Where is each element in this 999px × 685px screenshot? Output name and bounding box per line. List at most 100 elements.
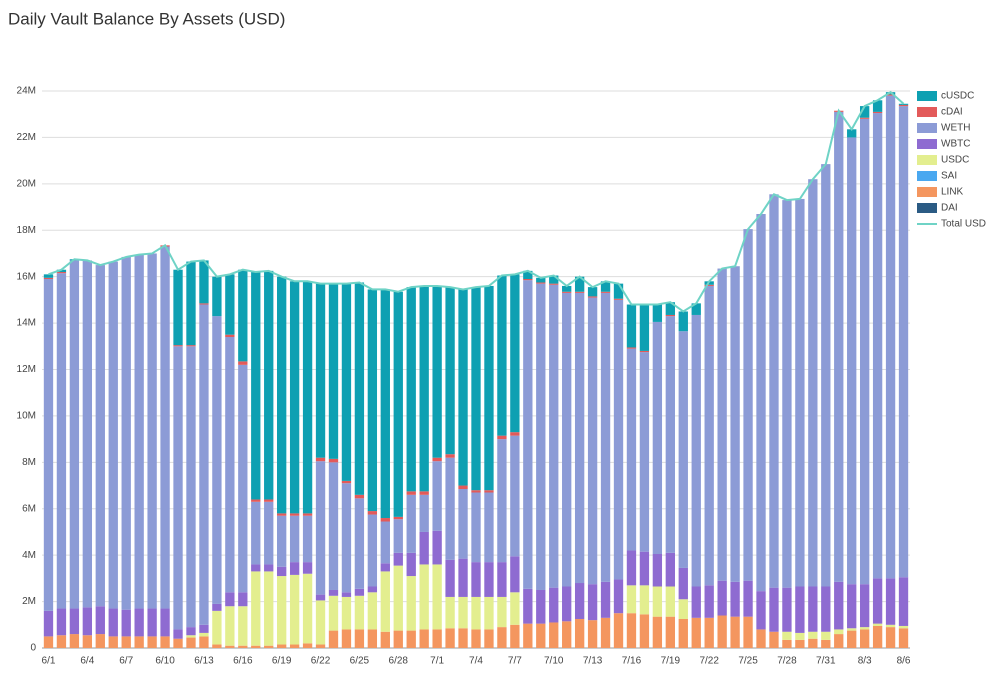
bar-segment [821,164,831,587]
bar-segment [354,282,365,495]
bar-segment [277,515,287,567]
x-tick-label: 7/19 [661,656,681,667]
legend-label: WETH [941,123,970,134]
bar-segment [147,636,157,648]
x-tick-label: 6/25 [350,656,370,667]
x-tick-label: 6/19 [272,656,292,667]
bar-segment [121,256,131,610]
legend-label: cUSDC [941,91,974,102]
bar-segment [302,562,313,574]
bar-segment [678,567,688,600]
bar-segment [238,269,248,362]
bar-segment [302,281,313,514]
bar-segment [69,634,80,648]
bar-segment [186,637,196,648]
bar-segment [652,554,663,587]
bar-segment [251,501,261,565]
bar-segment [212,644,222,648]
bar-segment [885,624,896,628]
bar-segment [652,586,663,617]
bar-segment [238,364,248,593]
chart-title: Daily Vault Balance By Assets (USD) [8,9,285,28]
bar-segment [885,627,896,648]
bar-segment [367,514,378,587]
bar-segment [756,214,766,592]
bar-segment [212,316,222,604]
bar-segment [238,361,248,365]
bar-segment [549,622,559,648]
bar-segment [341,596,352,630]
bar-segment [523,278,533,281]
bar-segment [95,265,105,607]
bar-segment [523,270,533,279]
bar-segment [471,596,481,630]
bar-segment [795,632,805,640]
bar-segment [380,563,390,572]
x-tick-label: 6/28 [389,656,409,667]
bar-segment [821,631,831,640]
bar-segment [847,628,857,631]
bar-segment [225,645,235,648]
bar-segment [613,579,624,614]
bar-segment [743,580,753,617]
bar-segment [665,314,675,317]
bar-segment [652,321,663,555]
legend-label: DAI [941,203,958,214]
bar-segment [108,261,118,609]
bar-segment [328,283,339,459]
bar-segment [289,644,300,648]
bar-segment [432,530,442,565]
bar-segment [56,608,67,636]
bar-segment [536,277,546,283]
bar-segment [432,629,442,648]
bar-segment [808,631,818,639]
total-line [48,90,905,313]
bar-segment [160,246,170,609]
bar-segment [380,571,390,632]
bar-segment [121,609,131,637]
bar-segment [225,592,235,607]
bar-segment [808,179,818,587]
bar-segment [730,616,740,648]
bar-segment [251,571,261,646]
bar-segment [562,586,572,622]
bar-segment [536,589,546,624]
bar-segment [315,461,326,595]
bar-segment [289,513,300,516]
x-tick-label: 6/10 [155,656,175,667]
bar-segment [704,284,714,286]
bar-segment [225,337,235,593]
bar-segment [704,285,714,586]
bar-segment [497,275,507,436]
bar-segment [56,635,67,648]
x-tick-label: 7/7 [508,656,522,667]
bar-segment [445,454,455,458]
bar-segment [497,627,507,648]
y-tick-label: 14M [17,318,36,329]
legend-label: cDAI [941,107,963,118]
bar-segment [497,435,507,440]
bar-segment [173,346,183,630]
legend-swatch [917,187,937,197]
legend-label: Total USD [941,219,986,230]
bar-segment [639,352,650,552]
y-tick-label: 10M [17,411,36,422]
bar-segment [69,260,80,609]
bar-segment [121,636,131,648]
bar-segment [549,283,559,285]
bar-segment [549,275,559,284]
bar-segment [691,586,701,618]
bar-segment [458,489,468,559]
bar-segment [289,574,300,645]
bar-segment [419,531,429,565]
bar-segment [678,618,688,648]
bar-segment [665,316,675,553]
bar-segment [367,586,378,593]
bar-segment [56,269,67,273]
x-tick-label: 8/3 [858,656,872,667]
bar-segment [510,556,520,593]
bar-segment [458,485,468,490]
bar-segment [406,576,416,631]
bar-segment [691,303,701,315]
bar-segment [186,635,196,638]
